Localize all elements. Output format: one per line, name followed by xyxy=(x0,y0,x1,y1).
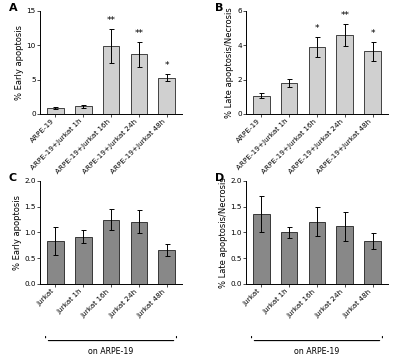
Text: **: ** xyxy=(134,29,143,38)
Text: C: C xyxy=(9,173,17,183)
Y-axis label: % Late apoptosis/Necrosis: % Late apoptosis/Necrosis xyxy=(218,177,228,288)
Y-axis label: % Late apoptosis/Necrosis: % Late apoptosis/Necrosis xyxy=(225,7,234,118)
Y-axis label: % Early apoptosis: % Early apoptosis xyxy=(12,195,22,270)
Bar xyxy=(364,51,381,114)
Bar xyxy=(309,47,325,114)
Bar xyxy=(103,219,119,284)
Bar xyxy=(364,241,381,284)
Bar xyxy=(281,232,298,284)
Text: on ARPE-19: on ARPE-19 xyxy=(88,347,134,356)
Bar xyxy=(47,108,64,114)
Bar xyxy=(336,35,353,114)
Bar xyxy=(309,222,325,284)
Y-axis label: % Early apoptosis: % Early apoptosis xyxy=(15,25,24,100)
Bar xyxy=(336,226,353,284)
Text: *: * xyxy=(164,61,169,70)
Text: **: ** xyxy=(106,16,116,25)
Bar xyxy=(130,54,147,114)
Bar xyxy=(103,46,119,114)
Bar xyxy=(158,250,175,284)
Text: *: * xyxy=(370,29,375,38)
Text: **: ** xyxy=(340,11,349,20)
Bar xyxy=(130,222,147,284)
Text: D: D xyxy=(215,173,224,183)
Bar xyxy=(253,214,270,284)
Bar xyxy=(75,106,92,114)
Text: *: * xyxy=(315,24,319,32)
Bar xyxy=(281,83,298,114)
Bar xyxy=(253,96,270,114)
Text: A: A xyxy=(9,3,17,13)
Bar xyxy=(75,237,92,284)
Bar xyxy=(47,241,64,284)
Text: on ARPE-19: on ARPE-19 xyxy=(294,347,340,356)
Bar xyxy=(158,78,175,114)
Text: B: B xyxy=(215,3,223,13)
